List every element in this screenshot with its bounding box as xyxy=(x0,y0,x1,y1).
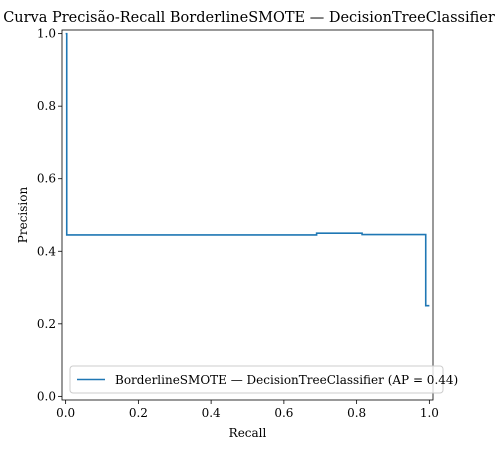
legend: BorderlineSMOTE — DecisionTreeClassifier… xyxy=(69,365,458,394)
x-axis-label: Recall xyxy=(229,426,267,440)
y-tick-label: 0.6 xyxy=(37,172,56,186)
x-tick-label: 0.6 xyxy=(274,406,293,420)
y-axis-ticks: 0.0 0.2 0.4 0.6 0.8 1.0 xyxy=(37,27,62,403)
plot-area xyxy=(61,29,434,401)
pr-curve-line xyxy=(65,32,430,307)
y-tick-label: 0.4 xyxy=(37,244,56,258)
legend-label: BorderlineSMOTE — DecisionTreeClassifier… xyxy=(115,373,458,387)
chart-title: Curva Precisão-Recall BorderlineSMOTE — … xyxy=(3,10,495,26)
y-axis-label: Precision xyxy=(16,187,30,244)
x-tick-label: 0.0 xyxy=(56,406,75,420)
x-tick-label: 1.0 xyxy=(420,406,439,420)
y-tick-label: 1.0 xyxy=(37,27,56,41)
series-group xyxy=(65,32,430,307)
x-tick-label: 0.4 xyxy=(202,406,221,420)
x-axis-ticks: 0.0 0.2 0.4 0.6 0.8 1.0 xyxy=(56,400,439,420)
legend-box xyxy=(69,365,444,394)
y-tick-label: 0.0 xyxy=(37,389,56,403)
x-tick-label: 0.2 xyxy=(129,406,148,420)
y-tick-label: 0.8 xyxy=(37,99,56,113)
y-tick-label: 0.2 xyxy=(37,317,56,331)
x-tick-label: 0.8 xyxy=(347,406,366,420)
